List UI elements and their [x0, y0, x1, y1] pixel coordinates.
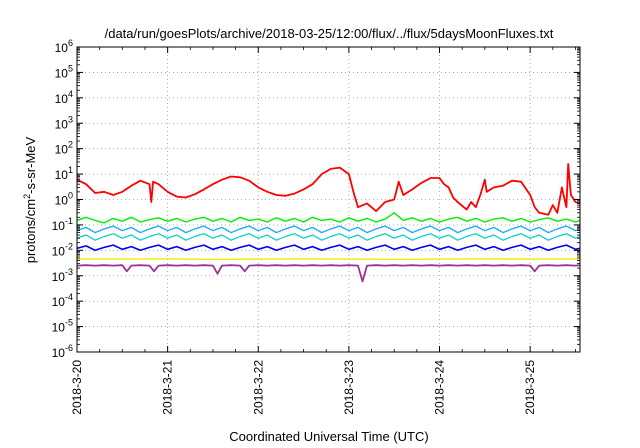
- series-line-7: [76, 264, 581, 283]
- x-axis-ticks: 2018-3-20 2018-3-21 2018-3-22 2018-3-23 2018…: [70, 47, 576, 415]
- y-tick-label: 103: [55, 114, 73, 131]
- y-tick-label: 100: [55, 191, 73, 208]
- y-tick-label: 10-1: [52, 216, 73, 233]
- y-tick-label: 10-3: [52, 267, 73, 284]
- series-lines: [76, 163, 581, 283]
- y-tick-label: 104: [55, 89, 73, 106]
- x-tick-label: 2018-3-25: [523, 360, 537, 415]
- y-tick-label: 10-2: [52, 241, 73, 258]
- x-tick-label: 2018-3-23: [342, 360, 356, 415]
- y-tick-label: 10-5: [52, 318, 73, 335]
- y-tick-label: 102: [55, 140, 73, 157]
- plot-frame: [76, 46, 581, 353]
- x-axis-label: Coordinated Universal Time (UTC): [229, 429, 428, 444]
- y-tick-label: 106: [55, 38, 73, 55]
- y-axis-ticks: 106 105 104 103 102 101 100 10-1 10-2 10-3 10-4 10-…: [52, 38, 580, 360]
- series-line-6: [77, 258, 580, 261]
- x-tick-label: 2018-3-22: [251, 360, 265, 415]
- y-tick-label: 10-6: [52, 343, 73, 360]
- y-tick-label: 10-4: [52, 292, 73, 309]
- series-line-2: [76, 212, 581, 224]
- series-line-1: [76, 163, 581, 216]
- y-tick-label: 101: [55, 165, 73, 182]
- series-line-4: [76, 233, 581, 241]
- y-axis-label: protons/cm2-s-sr-MeV: [22, 136, 38, 263]
- x-tick-label: 2018-3-24: [433, 360, 447, 415]
- chart-title: /data/run/goesPlots/archive/2018-03-25/1…: [105, 26, 554, 41]
- grid: [77, 47, 580, 352]
- x-tick-label: 2018-3-21: [161, 360, 175, 415]
- series-line-5: [76, 244, 581, 252]
- series-line-3: [76, 225, 581, 234]
- y-tick-label: 105: [55, 63, 73, 80]
- x-tick-label: 2018-3-20: [70, 360, 84, 415]
